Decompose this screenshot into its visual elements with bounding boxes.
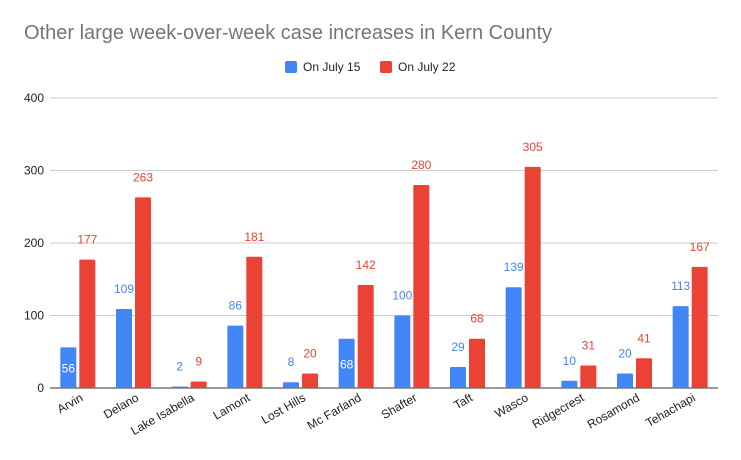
data-label-lost-hills-on-july-22: 20 (303, 347, 317, 361)
data-label-wasco-on-july-22: 305 (523, 140, 543, 154)
bar-lake-isabella-on-july-22 (190, 381, 207, 388)
x-tick-label-tehachapi: Tehachapi (643, 390, 697, 429)
bar-lost-hills-on-july-15 (283, 382, 299, 388)
y-tick-label-400: 400 (24, 91, 44, 105)
chart-title: Other large week-over-week case increase… (24, 22, 553, 44)
bar-delano-on-july-22 (135, 197, 151, 388)
bar-lost-hills-on-july-22 (302, 373, 318, 388)
x-tick-label-wasco: Wasco (492, 390, 531, 420)
bar-tehachapi-on-july-22 (691, 266, 708, 388)
data-label-rosamond-on-july-15: 20 (618, 347, 632, 361)
data-label-tehachapi-on-july-22: 167 (690, 240, 710, 254)
bar-wasco-on-july-15 (505, 287, 522, 388)
x-tick-label-arvin: Arvin (55, 390, 86, 416)
data-label-tehachapi-on-july-15: 113 (671, 279, 690, 293)
data-label-mc-farland-on-july-22: 142 (356, 258, 376, 272)
data-label-arvin-on-july-15: 56 (62, 362, 76, 376)
data-label-lamont-on-july-22: 181 (244, 230, 264, 244)
bar-mc-farland-on-july-15 (338, 338, 355, 388)
x-tick-label-delano: Delano (101, 390, 141, 421)
legend-item-july-15: On July 15 (285, 60, 360, 74)
data-label-ridgecrest-on-july-22: 31 (582, 339, 596, 353)
bar-wasco-on-july-22 (524, 166, 541, 388)
bar-ridgecrest-on-july-22 (580, 365, 597, 388)
data-label-taft-on-july-15: 29 (451, 340, 465, 354)
x-tick-label-lamont: Lamont (211, 390, 253, 422)
bar-lake-isabella-on-july-15 (171, 386, 188, 388)
bar-arvin-on-july-15 (60, 347, 77, 388)
data-label-lake-isabella-on-july-15: 2 (176, 360, 183, 374)
data-label-shafter-on-july-22: 280 (411, 158, 431, 172)
y-tick-label-300: 300 (24, 164, 44, 178)
legend: On July 15 On July 22 (0, 60, 741, 80)
bar-taft-on-july-15 (450, 366, 466, 388)
y-tick-label-100: 100 (24, 309, 44, 323)
legend-swatch-july-22 (380, 61, 392, 73)
bar-taft-on-july-22 (469, 338, 485, 388)
x-tick-label-rosamond: Rosamond (585, 390, 642, 431)
data-label-taft-on-july-22: 68 (470, 312, 484, 326)
legend-label-july-22: On July 22 (398, 60, 456, 74)
x-tick-label-lost-hills: Lost Hills (259, 390, 308, 426)
data-label-rosamond-on-july-22: 41 (637, 331, 651, 345)
legend-swatch-july-15 (285, 61, 297, 73)
bar-lamont-on-july-22 (246, 256, 263, 388)
bar-rosamond-on-july-15 (617, 373, 633, 388)
data-label-lake-isabella-on-july-22: 9 (195, 354, 202, 368)
data-label-lamont-on-july-15: 86 (229, 299, 243, 313)
data-label-mc-farland-on-july-15: 68 (340, 357, 354, 371)
x-tick-label-mc-farland: Mc Farland (305, 390, 364, 432)
bar-mc-farland-on-july-22 (357, 285, 374, 388)
legend-item-july-22: On July 22 (380, 60, 455, 74)
data-label-ridgecrest-on-july-15: 10 (563, 354, 577, 368)
data-label-arvin-on-july-22: 177 (77, 233, 97, 247)
bar-lamont-on-july-15 (227, 325, 244, 388)
data-label-shafter-on-july-15: 100 (392, 289, 412, 303)
bar-rosamond-on-july-22 (636, 358, 652, 388)
x-tick-label-taft: Taft (451, 390, 475, 412)
bar-tehachapi-on-july-15 (672, 306, 689, 388)
bar-delano-on-july-15 (116, 308, 132, 388)
data-label-delano-on-july-22: 263 (133, 170, 153, 184)
legend-label-july-15: On July 15 (303, 60, 361, 74)
bar-ridgecrest-on-july-15 (561, 380, 578, 388)
data-label-wasco-on-july-15: 139 (504, 260, 524, 274)
bar-shafter-on-july-22 (413, 185, 430, 388)
y-tick-label-0: 0 (37, 381, 44, 395)
x-tick-label-shafter: Shafter (379, 390, 420, 421)
data-label-delano-on-july-15: 109 (114, 282, 134, 296)
x-tick-label-ridgecrest: Ridgecrest (530, 390, 587, 431)
bar-shafter-on-july-15 (394, 315, 411, 388)
y-tick-label-200: 200 (24, 236, 44, 250)
x-tick-label-lake-isabella: Lake Isabella (128, 390, 197, 438)
data-label-lost-hills-on-july-15: 8 (288, 355, 295, 369)
bar-arvin-on-july-22 (79, 259, 96, 388)
